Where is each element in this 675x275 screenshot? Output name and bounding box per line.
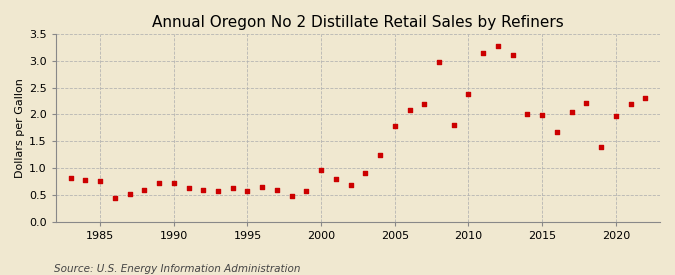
Point (286, 194, 297, 198)
Point (610, 114, 621, 118)
Point (168, 180, 179, 185)
Title: Annual Oregon No 2 Distillate Retail Sales by Refiners: Annual Oregon No 2 Distillate Retail Sal… (152, 15, 564, 30)
Point (551, 130, 562, 134)
Point (242, 188, 253, 193)
Point (139, 187, 150, 192)
Point (448, 123, 459, 127)
Point (316, 168, 327, 172)
Point (419, 101, 430, 106)
Point (80, 178, 91, 183)
Point (640, 96, 651, 100)
Point (124, 192, 135, 196)
Point (227, 186, 238, 190)
Point (301, 189, 312, 193)
Point (595, 144, 606, 149)
Point (375, 152, 385, 157)
Point (537, 113, 547, 118)
Point (566, 109, 577, 114)
Point (65, 175, 76, 180)
Point (95, 179, 105, 184)
Y-axis label: Dollars per Gallon: Dollars per Gallon (15, 78, 25, 178)
Text: Source: U.S. Energy Information Administration: Source: U.S. Energy Information Administ… (54, 264, 300, 274)
Point (404, 108, 415, 112)
Point (493, 44, 504, 48)
Point (109, 196, 120, 200)
Point (154, 181, 165, 185)
Point (331, 177, 342, 182)
Point (581, 101, 592, 105)
Point (271, 187, 282, 192)
Point (183, 186, 194, 190)
Point (345, 183, 356, 188)
Point (389, 124, 400, 128)
Point (463, 92, 474, 96)
Point (360, 171, 371, 175)
Point (478, 51, 489, 56)
Point (213, 188, 223, 193)
Point (508, 53, 518, 57)
Point (522, 112, 533, 117)
Point (256, 185, 267, 189)
Point (198, 187, 209, 192)
Point (625, 101, 636, 106)
Point (433, 60, 444, 65)
